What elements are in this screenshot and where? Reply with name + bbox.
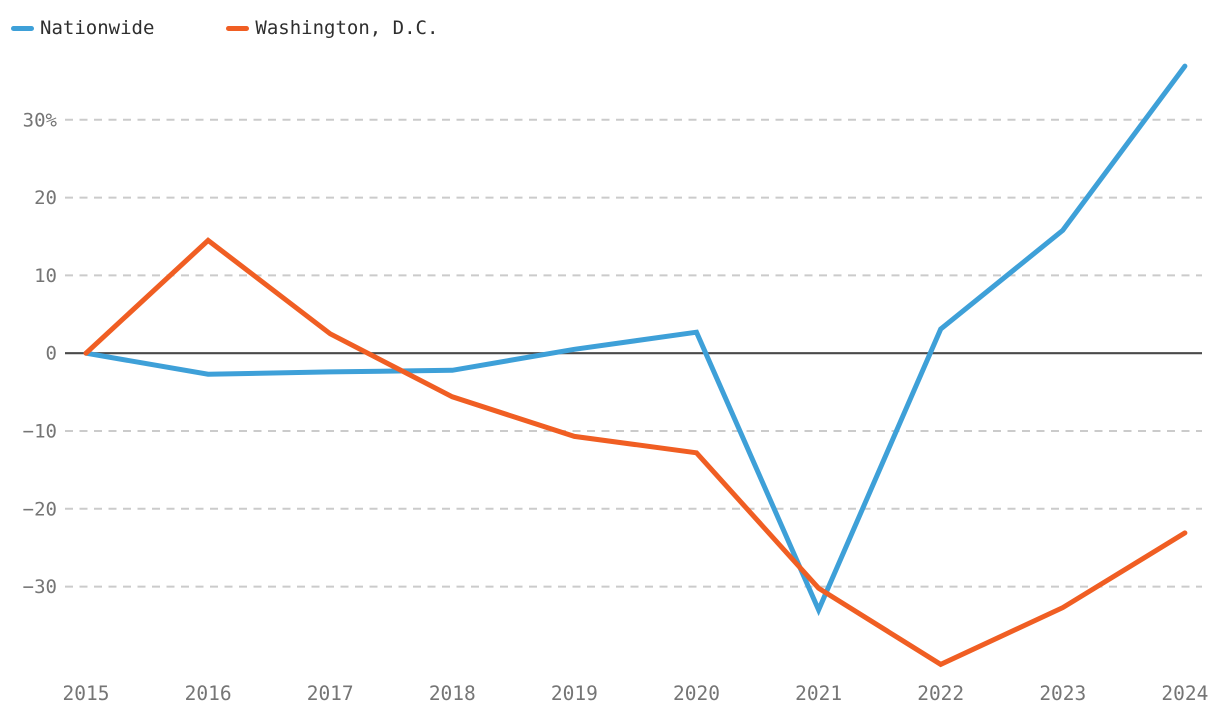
x-axis-tick-label: 2017 [307,682,354,705]
x-axis-tick-label: 2023 [1039,682,1086,705]
x-axis-tick-label: 2018 [429,682,476,705]
y-axis-tick-label: −10 [23,421,57,443]
series-line-nationwide [83,63,1188,617]
x-axis-tick-label: 2019 [551,682,598,705]
legend-swatch-nationwide-icon [11,26,34,31]
x-axis-tick-label: 2024 [1161,682,1208,705]
legend-item-nationwide: Nationwide [11,17,154,39]
y-axis-tick-label: 30% [23,109,58,131]
y-axis-tick-label: 0 [46,343,57,365]
x-axis-tick-label: 2020 [673,682,720,705]
x-axis-tick-label: 2016 [185,682,232,705]
y-axis-tick-label: −20 [23,498,57,520]
legend-item-washington-dc: Washington, D.C. [226,17,438,39]
x-axis-tick-label: 2015 [63,682,110,705]
y-axis-tick-label: −30 [23,576,57,598]
x-axis-tick-label: 2022 [917,682,964,705]
y-axis-tick-label: 10 [34,265,57,287]
legend: Nationwide Washington, D.C. [11,17,438,39]
series-line-washington-d-c [83,237,1188,668]
legend-swatch-washington-dc-icon [226,26,250,31]
x-axis-tick-label: 2021 [795,682,842,705]
legend-label-washington-dc: Washington, D.C. [255,17,439,39]
legend-label-nationwide: Nationwide [40,17,155,39]
y-axis-tick-label: 20 [34,187,57,209]
